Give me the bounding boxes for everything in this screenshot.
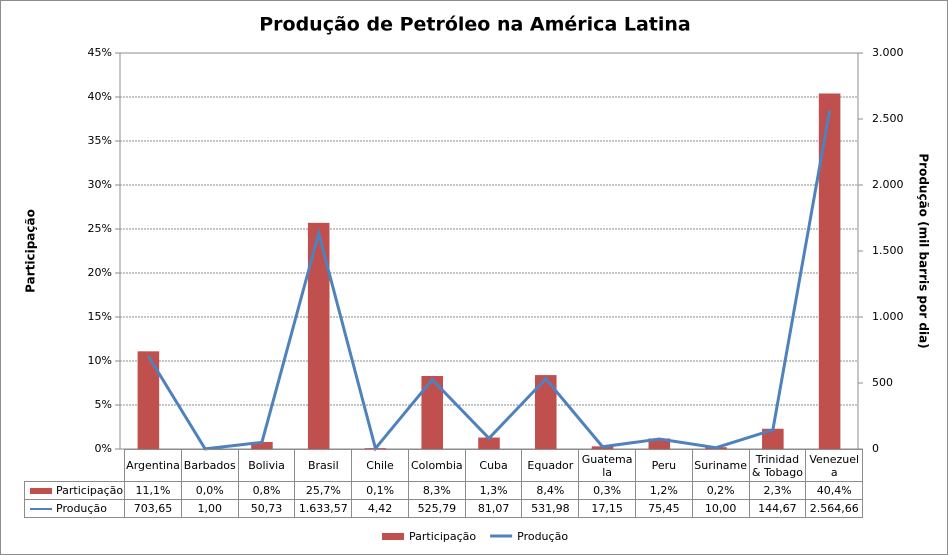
y-tick-label: 40% bbox=[88, 90, 112, 103]
category-label: Barbados bbox=[180, 449, 239, 482]
value-label: 2.564,66 bbox=[805, 499, 864, 518]
y2-tick-label: 2.000 bbox=[872, 178, 904, 191]
legend-swatch bbox=[30, 508, 52, 510]
value-label: 0,3% bbox=[578, 481, 637, 500]
chart-title: Produção de Petróleo na América Latina bbox=[259, 14, 691, 36]
value-label: 17,15 bbox=[578, 499, 637, 518]
category-label: Argentina bbox=[124, 449, 182, 482]
category-label: Brasil bbox=[294, 449, 353, 482]
category-label: Chile bbox=[351, 449, 409, 482]
plot-area bbox=[119, 52, 859, 450]
y-tick-label: 15% bbox=[88, 310, 112, 323]
data-table: Argentina Barbados Bolivia Brasil Chile Colom… bbox=[23, 449, 864, 518]
series-key: Produção bbox=[23, 499, 126, 518]
value-label: 4,42 bbox=[351, 499, 409, 518]
bar bbox=[421, 375, 444, 449]
category-row: Argentina Barbados Bolivia Brasil Chile Colom… bbox=[25, 449, 864, 482]
y2-tick-label: 0 bbox=[872, 442, 879, 455]
category-label: Trinidad & Tobago bbox=[748, 449, 807, 482]
value-label: 75,45 bbox=[635, 499, 693, 518]
y-tick-label: 30% bbox=[88, 178, 112, 191]
bar bbox=[307, 222, 330, 449]
series-row: Produção 703,65 1,00 50,73 1.633,57 4,42 525,7… bbox=[23, 499, 864, 518]
category-label: Bolivia bbox=[237, 449, 296, 482]
value-label: 1,2% bbox=[635, 481, 693, 500]
value-label: 1,3% bbox=[464, 481, 523, 500]
y-tick-label: 35% bbox=[88, 134, 112, 147]
y-axis-label: Participação bbox=[24, 209, 38, 293]
y-tick-label: 25% bbox=[88, 222, 112, 235]
value-label: 0,2% bbox=[691, 481, 750, 500]
series-name: Participação bbox=[56, 484, 124, 497]
value-label: 81,07 bbox=[464, 499, 523, 518]
y2-axis-label: Produção (mil barris por dia) bbox=[917, 153, 931, 348]
value-label: 0,8% bbox=[237, 481, 296, 500]
y2-tick-label: 2.500 bbox=[872, 112, 904, 125]
value-label: 8,3% bbox=[407, 481, 466, 500]
category-label: Cuba bbox=[464, 449, 523, 482]
bar bbox=[818, 93, 841, 449]
series-key: Participação bbox=[23, 481, 126, 500]
value-label: 25,7% bbox=[294, 481, 353, 500]
value-label: 8,4% bbox=[521, 481, 580, 500]
value-label: 50,73 bbox=[237, 499, 296, 518]
category-label: Colombia bbox=[407, 449, 466, 482]
value-label: 0,1% bbox=[351, 481, 409, 500]
value-label: 10,00 bbox=[691, 499, 750, 518]
bar bbox=[251, 441, 273, 449]
y-tick-label: 20% bbox=[88, 266, 112, 279]
category-label: Guatemala bbox=[578, 449, 637, 482]
bar bbox=[137, 351, 160, 449]
y2-tick-label: 1.000 bbox=[872, 310, 904, 323]
bar bbox=[478, 437, 500, 449]
value-label: 2,3% bbox=[748, 481, 807, 500]
y-tick-label: 10% bbox=[88, 354, 112, 367]
value-label: 40,4% bbox=[805, 481, 864, 500]
category-label: Venezuela bbox=[805, 449, 864, 482]
bar bbox=[534, 375, 557, 449]
value-label: 144,67 bbox=[748, 499, 807, 518]
series-name: Produção bbox=[56, 502, 107, 515]
y-tick-label: 45% bbox=[88, 46, 112, 59]
y-tick-label: 0% bbox=[95, 442, 112, 455]
y2-tick-label: 1.500 bbox=[872, 244, 904, 257]
value-label: 531,98 bbox=[521, 499, 580, 518]
legend-swatch bbox=[382, 533, 404, 540]
corner bbox=[25, 450, 125, 482]
series-row: Participação 11,1% 0,0% 0,8% 25,7% 0,1% 8,3% 1,… bbox=[23, 481, 864, 500]
value-label: 1,00 bbox=[180, 499, 239, 518]
bar bbox=[762, 428, 784, 449]
value-label: 703,65 bbox=[124, 499, 182, 518]
legend-label: Participação bbox=[409, 530, 476, 543]
y2-tick-label: 500 bbox=[872, 376, 893, 389]
value-label: 1.633,57 bbox=[294, 499, 353, 518]
value-label: 525,79 bbox=[407, 499, 466, 518]
value-label: 0,0% bbox=[180, 481, 239, 500]
category-label: Suriname bbox=[691, 449, 750, 482]
category-label: Equador bbox=[521, 449, 580, 482]
y-tick-label: 5% bbox=[95, 398, 112, 411]
category-label: Peru bbox=[635, 449, 693, 482]
legend-swatch bbox=[30, 488, 52, 494]
value-label: 11,1% bbox=[124, 481, 182, 500]
line bbox=[147, 110, 832, 452]
bar bbox=[648, 438, 671, 449]
y2-tick-label: 3.000 bbox=[872, 46, 904, 59]
legend-label: Produção bbox=[517, 530, 568, 543]
